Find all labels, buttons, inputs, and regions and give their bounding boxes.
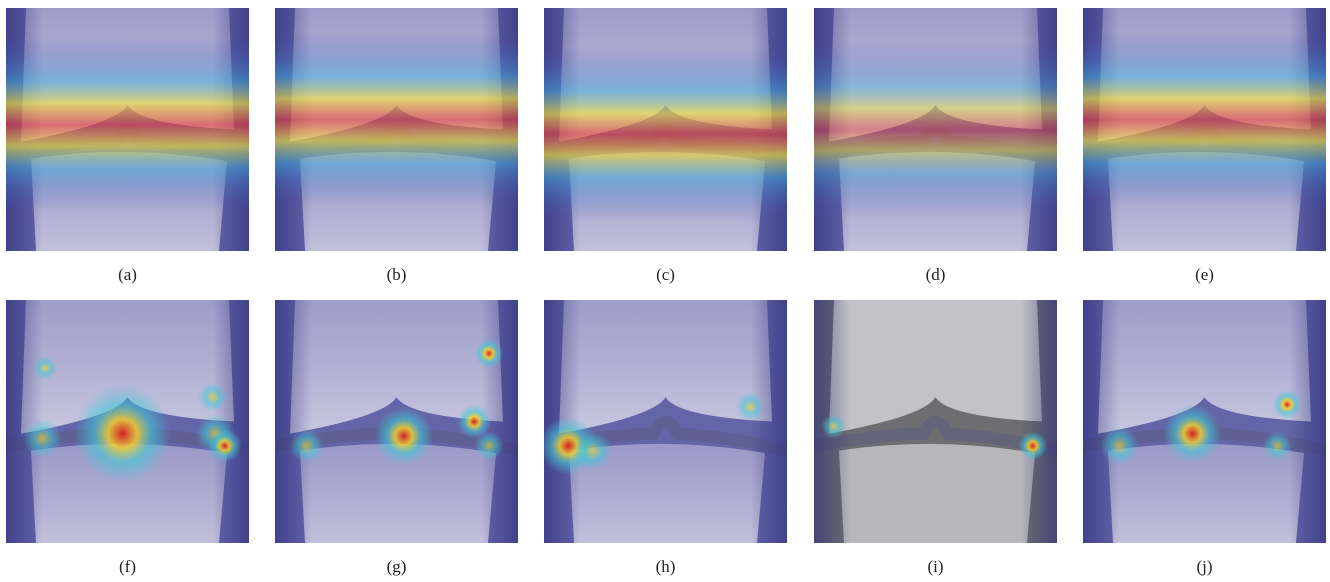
heat-band bbox=[6, 37, 249, 213]
hotspot bbox=[23, 419, 62, 458]
panel-image bbox=[6, 300, 249, 543]
heat-band bbox=[275, 32, 518, 208]
hotspot bbox=[735, 392, 766, 422]
panel-caption: (f) bbox=[119, 557, 136, 576]
heat-band bbox=[1083, 32, 1326, 208]
heat-band bbox=[814, 42, 1057, 217]
hotspot bbox=[197, 382, 228, 412]
hotspot bbox=[457, 404, 492, 439]
hotspot bbox=[74, 385, 172, 483]
panel-image bbox=[1083, 8, 1326, 251]
panel-caption: (c) bbox=[656, 265, 675, 284]
panel-caption: (a) bbox=[118, 265, 137, 284]
panel-image bbox=[1083, 300, 1326, 543]
panel-caption: (g) bbox=[387, 557, 407, 576]
hotspot bbox=[1163, 404, 1222, 463]
hotspot bbox=[1262, 431, 1292, 461]
panel-image bbox=[275, 300, 518, 543]
panel-caption: (j) bbox=[1196, 557, 1212, 576]
hotspot bbox=[207, 428, 242, 463]
edge-shade bbox=[814, 300, 1057, 543]
hotspot bbox=[1272, 389, 1302, 420]
hotspot bbox=[1100, 426, 1139, 466]
hotspot bbox=[32, 355, 58, 381]
panel-image bbox=[544, 8, 787, 251]
hotspot bbox=[821, 414, 846, 439]
panel-caption: (h) bbox=[656, 557, 676, 576]
panel-image bbox=[544, 300, 787, 543]
heat-band bbox=[544, 46, 787, 222]
hotspot bbox=[289, 428, 324, 463]
panel-image bbox=[814, 8, 1057, 251]
hotspot bbox=[374, 406, 433, 466]
hotspot bbox=[474, 338, 504, 369]
panel-caption: (e) bbox=[1195, 265, 1214, 284]
hotspot bbox=[474, 431, 504, 461]
panel-image bbox=[275, 8, 518, 251]
panel-caption: (i) bbox=[927, 557, 943, 576]
panel-image bbox=[6, 8, 249, 251]
edge-shade bbox=[544, 300, 787, 543]
panel-caption: (d) bbox=[926, 265, 946, 284]
hotspot bbox=[1018, 431, 1048, 461]
hotspot bbox=[573, 431, 613, 471]
panel-image bbox=[814, 300, 1057, 543]
panel-caption: (b) bbox=[387, 265, 407, 284]
